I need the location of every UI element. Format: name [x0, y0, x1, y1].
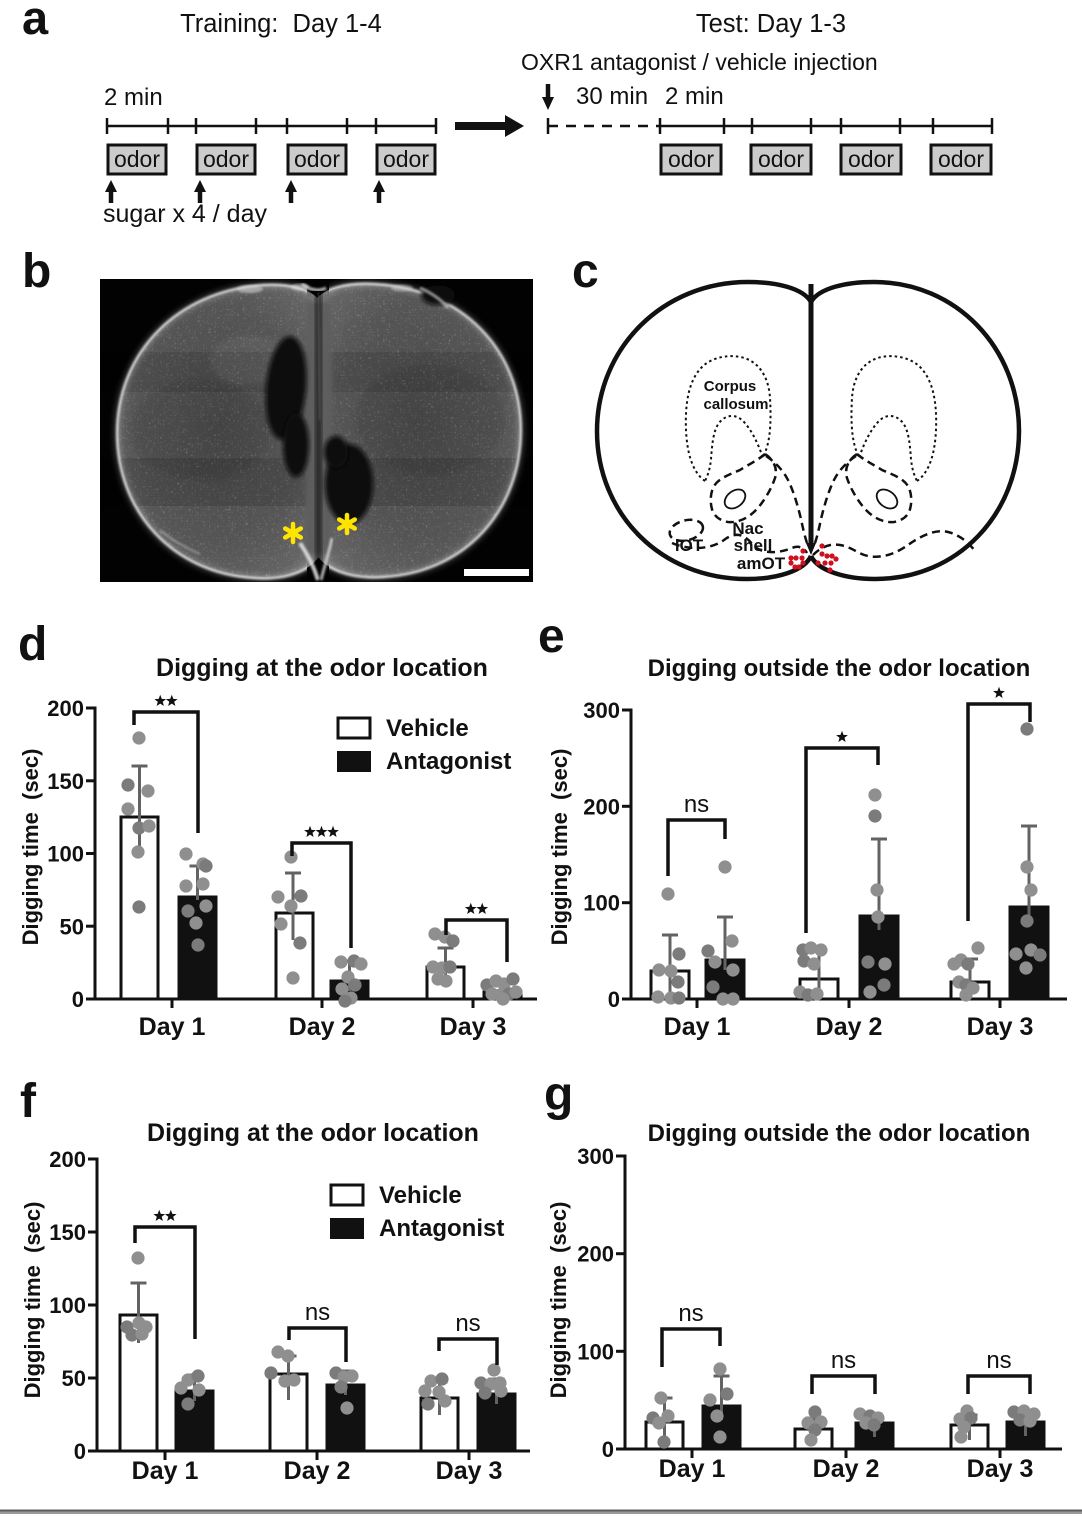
svg-text:100: 100: [577, 1339, 614, 1364]
svg-text:2 min: 2 min: [104, 84, 163, 111]
svg-text:c: c: [572, 245, 599, 298]
svg-text:sugar x 4 / day: sugar x 4 / day: [103, 200, 267, 228]
svg-text:300: 300: [583, 698, 620, 723]
svg-text:shell: shell: [734, 536, 773, 555]
svg-text:Day 2: Day 2: [289, 1013, 356, 1041]
svg-text:g: g: [544, 1068, 573, 1121]
svg-text:Vehicle: Vehicle: [386, 715, 469, 742]
svg-text:200: 200: [49, 1147, 86, 1172]
svg-text:Corpus: Corpus: [704, 378, 757, 395]
svg-text:odor: odor: [668, 146, 714, 172]
svg-text:Digging at the odor location: Digging at the odor location: [147, 1119, 479, 1147]
svg-text:e: e: [538, 610, 565, 663]
svg-text:odor: odor: [114, 146, 160, 172]
svg-text:odor: odor: [938, 146, 984, 172]
svg-text:Day 3: Day 3: [440, 1013, 507, 1041]
svg-text:d: d: [18, 618, 47, 671]
svg-text:300: 300: [577, 1144, 614, 1169]
svg-text:ns: ns: [678, 1300, 703, 1327]
svg-text:Digging time (sec): Digging time (sec): [546, 1202, 571, 1399]
svg-text:Day 3: Day 3: [436, 1457, 503, 1485]
svg-text:ns: ns: [831, 1347, 856, 1374]
svg-text:Digging outside the odor locat: Digging outside the odor location: [648, 655, 1031, 682]
svg-text:0: 0: [72, 987, 84, 1012]
svg-text:odor: odor: [383, 146, 429, 172]
svg-text:f: f: [20, 1075, 37, 1128]
svg-text:callosum: callosum: [703, 396, 768, 413]
svg-text:0: 0: [74, 1439, 86, 1464]
svg-text:ns: ns: [455, 1310, 480, 1337]
svg-text:Day 1: Day 1: [664, 1013, 731, 1041]
svg-text:30 min: 30 min: [576, 83, 648, 110]
svg-text:Digging time (sec): Digging time (sec): [547, 749, 572, 946]
svg-text:ns: ns: [986, 1347, 1011, 1374]
svg-text:200: 200: [47, 696, 84, 721]
svg-text:Training: Day 1-4: Training: Day 1-4: [180, 10, 382, 38]
svg-text:100: 100: [583, 891, 620, 916]
svg-text:odor: odor: [758, 146, 804, 172]
svg-text:Day 3: Day 3: [967, 1455, 1034, 1483]
svg-text:0: 0: [608, 987, 620, 1012]
svg-text:Day 2: Day 2: [813, 1455, 880, 1483]
svg-text:odor: odor: [848, 146, 894, 172]
svg-text:50: 50: [60, 914, 84, 939]
svg-text:Nac: Nac: [732, 519, 763, 538]
svg-text:Day 1: Day 1: [659, 1455, 726, 1483]
svg-text:50: 50: [62, 1366, 86, 1391]
svg-text:Antagonist: Antagonist: [386, 748, 511, 775]
svg-text:150: 150: [49, 1220, 86, 1245]
svg-text:Vehicle: Vehicle: [379, 1182, 462, 1209]
svg-text:100: 100: [47, 842, 84, 867]
svg-text:amOT: amOT: [737, 554, 786, 573]
svg-text:150: 150: [47, 769, 84, 794]
svg-text:ns: ns: [684, 791, 709, 818]
svg-text:Day 3: Day 3: [967, 1013, 1034, 1041]
svg-text:OXR1 antagonist / vehicle inje: OXR1 antagonist / vehicle injection: [521, 49, 878, 75]
svg-text:Test: Day 1-3: Test: Day 1-3: [696, 10, 846, 38]
svg-text:Digging outside the odor locat: Digging outside the odor location: [648, 1120, 1031, 1147]
svg-text:Digging time (sec): Digging time (sec): [18, 749, 43, 946]
svg-text:Digging at the odor location: Digging at the odor location: [156, 654, 488, 682]
svg-text:100: 100: [49, 1293, 86, 1318]
svg-text:odor: odor: [294, 146, 340, 172]
svg-text:200: 200: [583, 794, 620, 819]
svg-text:ns: ns: [305, 1299, 330, 1326]
svg-text:Day 1: Day 1: [139, 1013, 206, 1041]
svg-text:lOT: lOT: [675, 536, 704, 555]
svg-text:Antagonist: Antagonist: [379, 1215, 504, 1242]
svg-text:Day 2: Day 2: [816, 1013, 883, 1041]
svg-text:Day 2: Day 2: [284, 1457, 351, 1485]
svg-text:odor: odor: [203, 146, 249, 172]
svg-text:b: b: [22, 245, 51, 298]
svg-text:Day 1: Day 1: [132, 1457, 199, 1485]
svg-text:Digging time (sec): Digging time (sec): [20, 1202, 45, 1399]
svg-text:0: 0: [602, 1437, 614, 1462]
svg-text:a: a: [22, 0, 49, 44]
svg-text:200: 200: [577, 1242, 614, 1267]
svg-text:2 min: 2 min: [665, 83, 724, 110]
